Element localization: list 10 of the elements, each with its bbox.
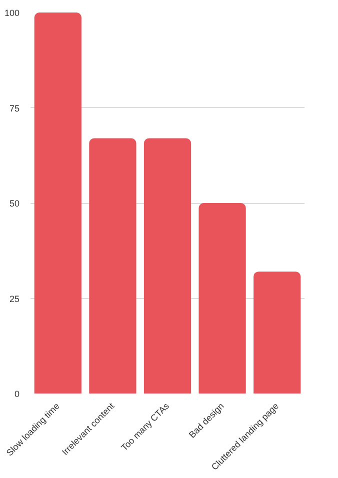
y-tick-label: 50 [9,198,20,208]
bar [198,203,246,394]
y-tick-label: 75 [9,103,20,114]
y-tick-label: 25 [9,294,20,304]
bar [34,12,82,394]
bar [144,138,192,394]
y-tick-label: 100 [4,8,20,18]
bar [89,138,136,394]
bar [254,272,301,394]
y-tick-label: 0 [14,389,20,399]
